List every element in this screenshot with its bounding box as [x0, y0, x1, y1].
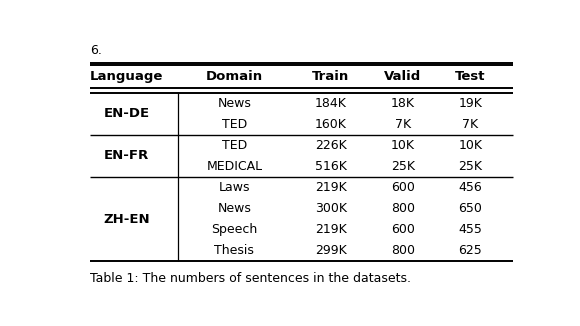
- Text: News: News: [218, 96, 251, 110]
- Text: 516K: 516K: [315, 160, 347, 173]
- Text: 7K: 7K: [462, 118, 478, 131]
- Text: 160K: 160K: [315, 118, 347, 131]
- Text: Thesis: Thesis: [215, 244, 254, 257]
- Text: 18K: 18K: [391, 96, 415, 110]
- Text: 456: 456: [458, 181, 482, 194]
- Text: 10K: 10K: [458, 139, 483, 152]
- Text: Domain: Domain: [206, 70, 263, 83]
- Text: 184K: 184K: [315, 96, 347, 110]
- Text: 800: 800: [391, 244, 415, 257]
- Text: Laws: Laws: [219, 181, 250, 194]
- Text: 650: 650: [458, 202, 482, 215]
- Text: 7K: 7K: [395, 118, 411, 131]
- Text: TED: TED: [222, 118, 247, 131]
- Text: 226K: 226K: [315, 139, 347, 152]
- Text: 219K: 219K: [315, 181, 347, 194]
- Text: Language: Language: [90, 70, 163, 83]
- Text: MEDICAL: MEDICAL: [206, 160, 262, 173]
- Text: 6.: 6.: [90, 44, 102, 57]
- Text: Train: Train: [313, 70, 350, 83]
- Text: ZH-EN: ZH-EN: [103, 213, 150, 226]
- Text: Valid: Valid: [385, 70, 422, 83]
- Text: TED: TED: [222, 139, 247, 152]
- Text: 600: 600: [391, 181, 415, 194]
- Text: 25K: 25K: [391, 160, 415, 173]
- Text: EN-FR: EN-FR: [104, 149, 149, 162]
- Text: 625: 625: [458, 244, 482, 257]
- Text: EN-DE: EN-DE: [103, 107, 150, 120]
- Text: 219K: 219K: [315, 223, 347, 236]
- Text: News: News: [218, 202, 251, 215]
- Text: 10K: 10K: [391, 139, 415, 152]
- Text: 299K: 299K: [315, 244, 347, 257]
- Text: 600: 600: [391, 223, 415, 236]
- Text: 800: 800: [391, 202, 415, 215]
- Text: Test: Test: [455, 70, 485, 83]
- Text: Table 1: The numbers of sentences in the datasets.: Table 1: The numbers of sentences in the…: [90, 272, 411, 285]
- Text: 455: 455: [458, 223, 482, 236]
- Text: 300K: 300K: [315, 202, 347, 215]
- Text: Speech: Speech: [211, 223, 258, 236]
- Text: 19K: 19K: [458, 96, 482, 110]
- Text: 25K: 25K: [458, 160, 483, 173]
